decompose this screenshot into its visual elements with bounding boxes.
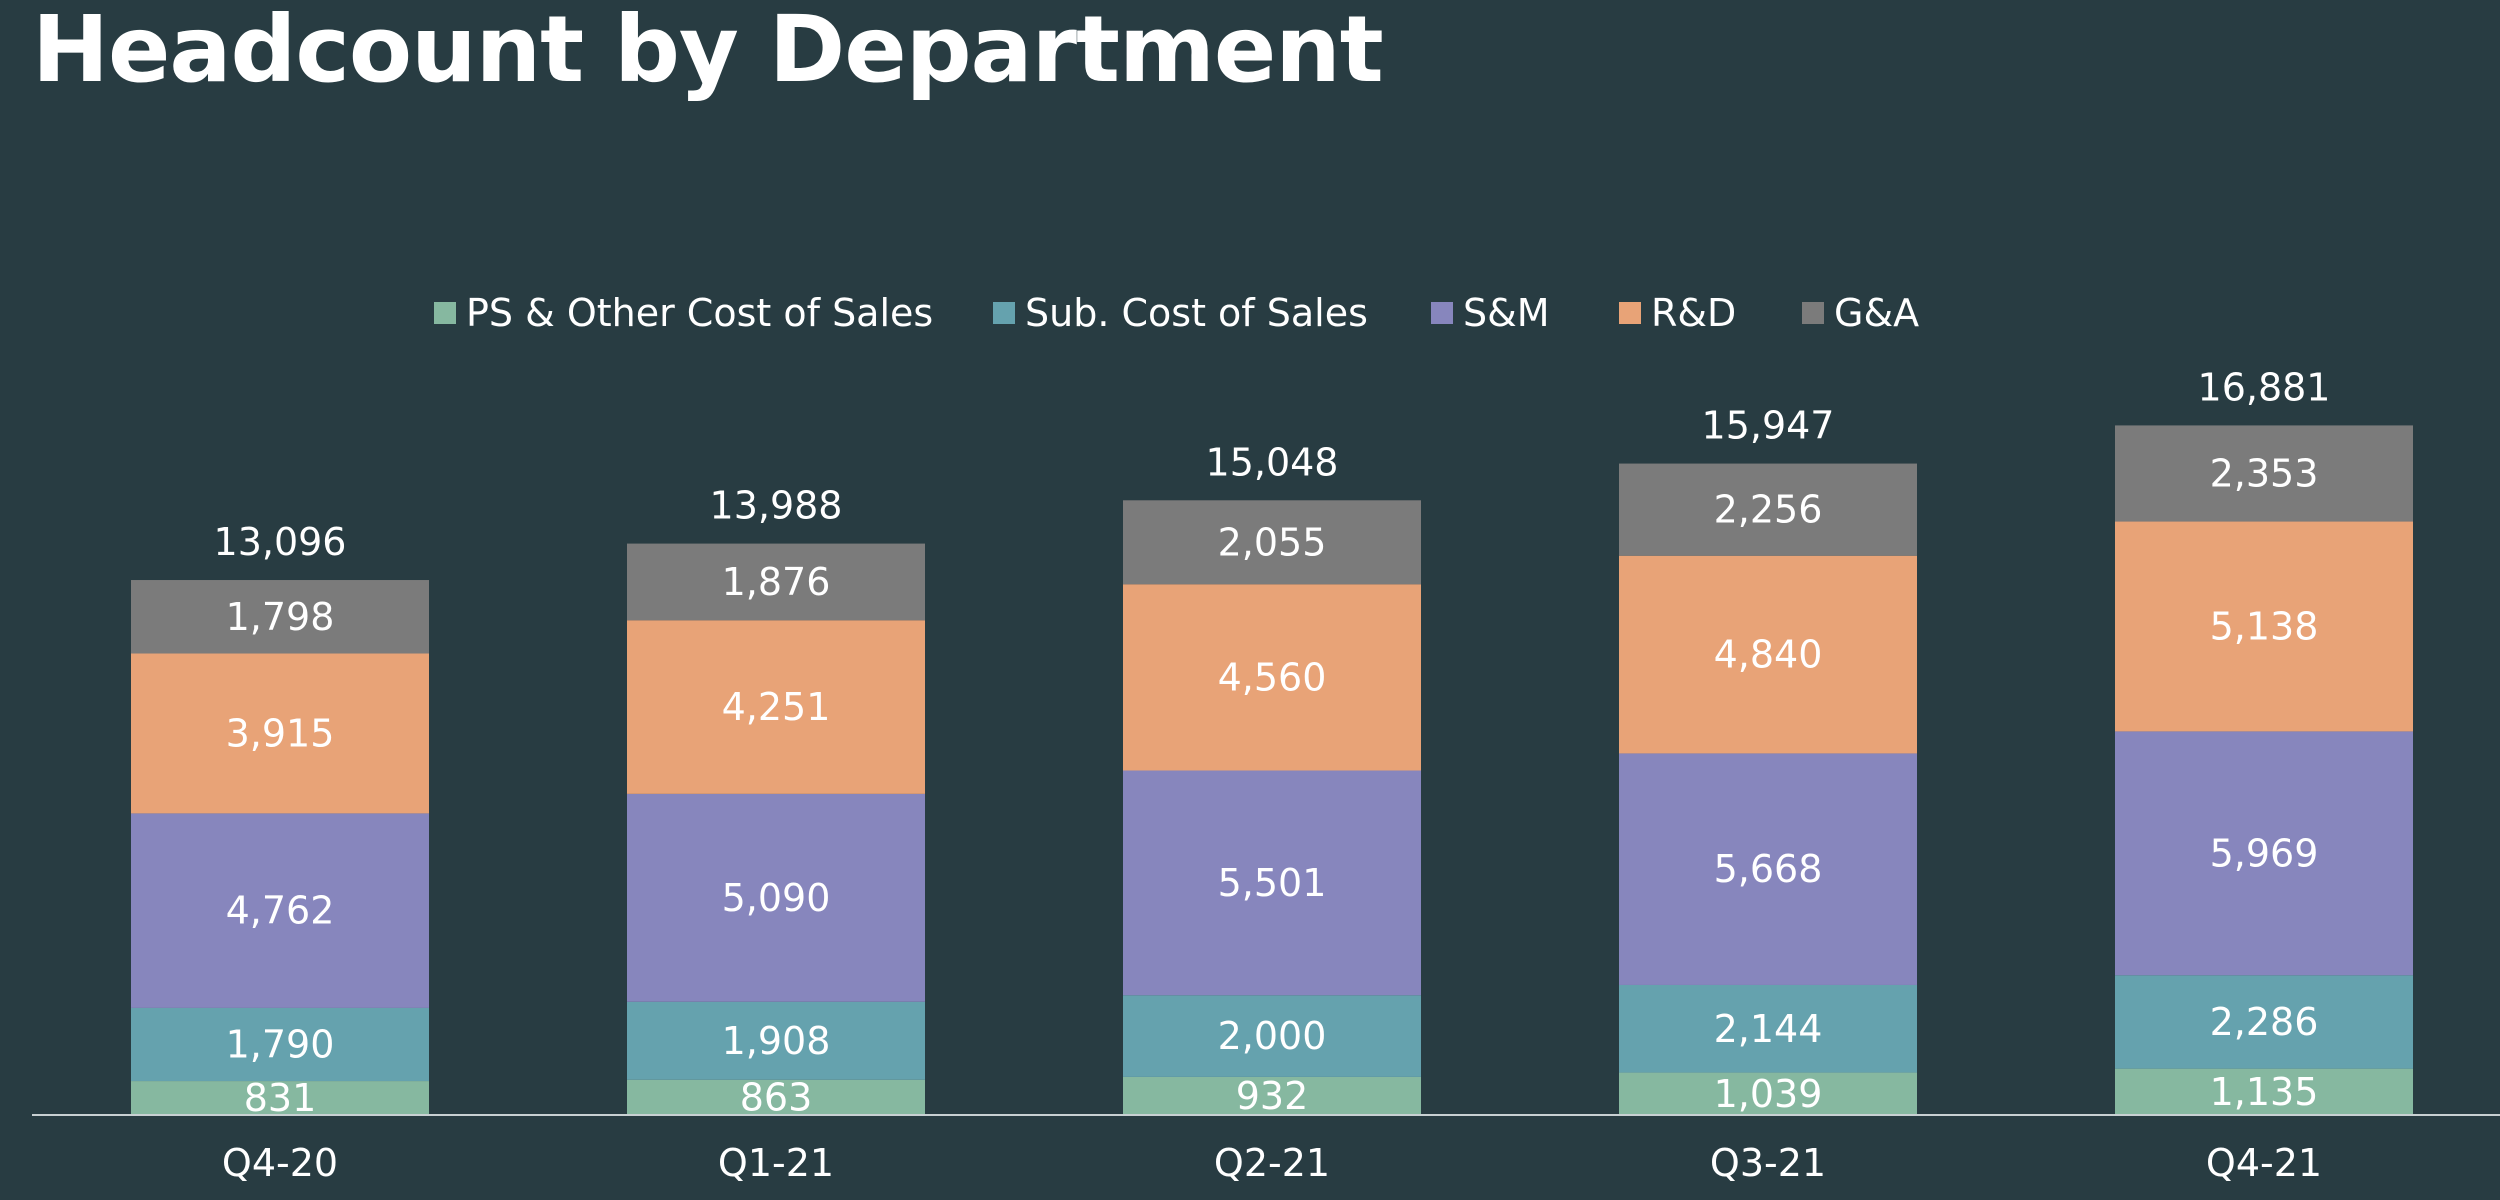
x-tick-label: Q3-21 [1710,1141,1826,1185]
bar-segment [1619,753,1917,985]
bar-segment [2115,975,2413,1069]
legend-swatch [1431,302,1453,324]
data-label: 4,762 [226,889,335,933]
bars: 831 1,790 4,762 3,915 1,798 13,096 863 1,908 5,0… [131,365,2413,1120]
data-label: 5,969 [2210,831,2319,875]
data-label: 1,798 [226,595,335,639]
data-label: 2,256 [1714,488,1823,532]
bar-segment [1123,1076,1421,1115]
bar-segment [131,813,429,1008]
data-label: 5,090 [722,876,831,920]
data-label: 1,908 [722,1019,831,1063]
bar-segment [627,793,925,1002]
data-label: 5,138 [2210,604,2319,648]
data-label: 1,876 [722,560,831,604]
bar-segment [627,1001,925,1080]
bar-segment [1619,463,1917,556]
bar-segment [2115,521,2413,732]
x-tick-label: Q1-21 [718,1141,834,1185]
x-tick-label: Q4-20 [222,1141,338,1185]
total-label: 15,947 [1702,404,1835,448]
legend: PS & Other Cost of Sales Sub. Cost of Sal… [434,291,1919,335]
total-label: 13,988 [710,484,843,528]
data-label: 1,135 [2210,1070,2319,1114]
bar-segment [627,620,925,794]
bar-segment [2115,425,2413,522]
data-label: 831 [244,1076,317,1120]
data-label: 1,790 [226,1022,335,1066]
data-label: 2,144 [1714,1007,1823,1051]
data-label: 2,055 [1218,520,1327,564]
legend-swatch [993,302,1015,324]
x-axis-tick-labels: Q4-20 Q1-21 Q2-21 Q3-21 Q4-21 [222,1141,2322,1185]
bar-segment [1619,984,1917,1073]
bar-segment [627,543,925,621]
legend-label: Sub. Cost of Sales [1025,291,1368,335]
x-tick-label: Q4-21 [2206,1141,2322,1185]
legend-label: S&M [1463,291,1550,335]
legend-swatch [1619,302,1641,324]
data-label: 4,251 [722,685,831,729]
data-label: 2,286 [2210,1000,2319,1044]
data-label: 1,039 [1714,1072,1823,1116]
legend-swatch [434,302,456,324]
bar-segment [131,1081,429,1115]
bar-segment [1123,584,1421,771]
data-label: 863 [740,1075,813,1119]
x-tick-label: Q2-21 [1214,1141,1330,1185]
data-label: 932 [1236,1074,1309,1118]
bar-segment [131,580,429,654]
data-label: 4,560 [1218,655,1327,699]
bar-segment [1619,555,1917,754]
data-label: 3,915 [226,711,335,755]
legend-label: G&A [1834,291,1919,335]
bar-segment [2115,731,2413,976]
bar-segment [1123,770,1421,996]
total-label: 16,881 [2198,365,2331,409]
page-title: Headcount by Department [32,0,1384,103]
data-label: 5,668 [1714,847,1823,891]
bar-segment [131,653,429,814]
legend-swatch [1802,302,1824,324]
data-label: 2,353 [2210,451,2319,495]
bar-segment [627,1079,925,1115]
bar-segment [1123,500,1421,585]
total-label: 13,096 [214,520,347,564]
data-label: 2,000 [1218,1014,1327,1058]
legend-label: PS & Other Cost of Sales [466,291,933,335]
legend-label: R&D [1651,291,1736,335]
bar-segment [131,1007,429,1082]
bar-segment [1123,995,1421,1077]
total-label: 15,048 [1206,440,1339,484]
bar-segment [1619,1072,1917,1115]
data-label: 5,501 [1218,861,1327,905]
bar-segment [2115,1068,2413,1115]
data-label: 4,840 [1714,633,1823,677]
